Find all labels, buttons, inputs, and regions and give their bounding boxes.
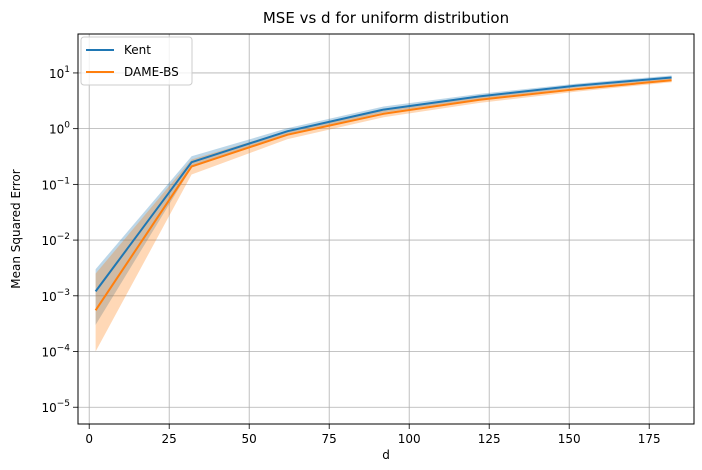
plot-background xyxy=(78,34,694,424)
y-tick-label-exponent: −2 xyxy=(57,232,70,242)
y-tick-label: 10−3 xyxy=(41,288,70,304)
y-tick-label-base: 10 xyxy=(41,290,56,304)
series-lines xyxy=(94,76,672,311)
y-tick-label-exponent: 1 xyxy=(64,65,70,75)
y-tick-label-exponent: −5 xyxy=(57,399,70,409)
y-tick-label-base: 10 xyxy=(41,401,56,415)
y-tick-label-base: 10 xyxy=(41,346,56,360)
x-axis-ticks: 0 25 50 75 100 125 150 175 xyxy=(85,424,661,446)
x-axis-label: d xyxy=(382,448,390,462)
x-tick-label: 150 xyxy=(558,432,581,446)
x-tick-label: 25 xyxy=(162,432,177,446)
x-tick-label: 0 xyxy=(85,432,93,446)
y-tick-label: 10−5 xyxy=(41,399,70,415)
y-tick-label: 100 xyxy=(49,121,70,137)
x-tick-label: 100 xyxy=(398,432,421,446)
y-tick-label-base: 10 xyxy=(41,178,56,192)
x-tick-label: 50 xyxy=(242,432,257,446)
plot-frame xyxy=(77,33,695,425)
y-tick-label-exponent: −4 xyxy=(57,344,71,354)
x-tick-label: 75 xyxy=(322,432,337,446)
y-tick-label: 10−4 xyxy=(41,344,70,360)
y-tick-label: 10−2 xyxy=(41,232,70,248)
y-tick-label-exponent: −3 xyxy=(57,288,70,298)
grid xyxy=(78,34,694,424)
y-tick-label-base: 10 xyxy=(49,67,64,81)
y-tick-label-exponent: 0 xyxy=(64,121,70,131)
y-tick-label-exponent: −1 xyxy=(57,176,70,186)
legend: Kent DAME-BS xyxy=(80,36,193,86)
x-tick-label: 125 xyxy=(478,432,501,446)
y-tick-label-base: 10 xyxy=(41,234,56,248)
y-axis-label: Mean Squared Error xyxy=(9,169,23,289)
y-tick-label-base: 10 xyxy=(49,123,64,137)
legend-label-kent: Kent xyxy=(124,43,151,57)
x-tick-label: 175 xyxy=(638,432,661,446)
legend-label-dame-bs: DAME-BS xyxy=(124,65,179,79)
y-tick-label: 10−1 xyxy=(41,176,70,192)
y-tick-label: 101 xyxy=(49,65,70,81)
chart-title: MSE vs d for uniform distribution xyxy=(263,9,509,27)
